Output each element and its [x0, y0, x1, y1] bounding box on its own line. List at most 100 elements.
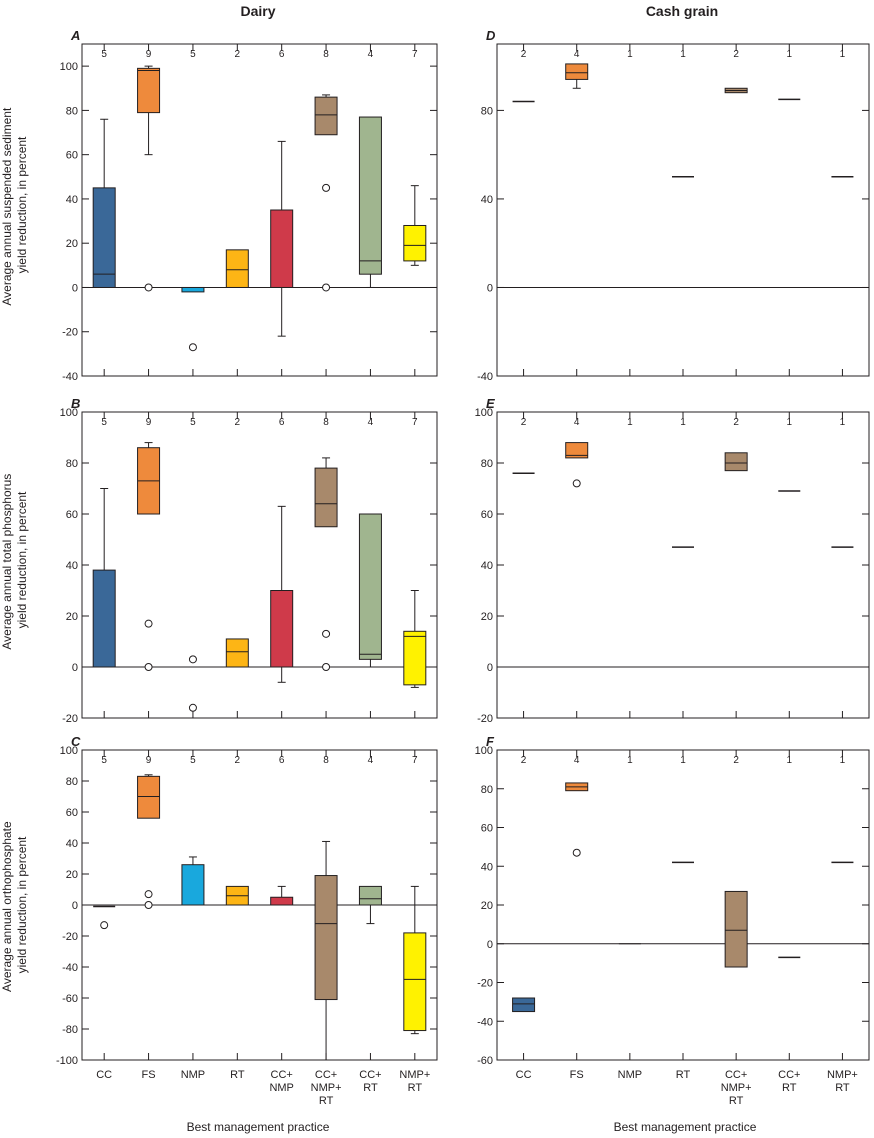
panel-a-count-nmp-rt: 7 — [412, 49, 418, 60]
panel-d-count-cc: 2 — [521, 49, 527, 60]
panel-c-xlabel-nmp-rt: RT — [408, 1082, 423, 1094]
y-axis-title-row3: Average annual orthophosphate yield redu… — [0, 818, 29, 992]
panel-c-xlabel-nmp: NMP — [181, 1069, 205, 1081]
panel-f-count-cc-rt: 1 — [787, 755, 793, 766]
panel-b-box-cc — [92, 569, 116, 668]
panel-b-outlier-nmp — [188, 655, 197, 664]
x-axis-title-left: Best management practice — [187, 1120, 330, 1134]
y-axis-title-row3-line1: Average annual orthophosphate — [0, 821, 14, 992]
panel-c-xlabel-fs: FS — [142, 1069, 156, 1081]
panel-c-box-cc-nmp — [270, 896, 294, 906]
panel-f-count-nmp: 1 — [627, 755, 633, 766]
panel-c-ytick-label: 40 — [66, 838, 78, 850]
panel-d-ytick-label: 80 — [481, 105, 493, 117]
panel-a-ytick-label: 20 — [66, 238, 78, 250]
panel-b-frame — [81, 411, 438, 719]
panel-d-count-rt: 1 — [680, 49, 686, 60]
panel-c-count-nmp-rt: 7 — [412, 755, 418, 766]
panel-b-outlier-cc-nmp-rt — [322, 663, 331, 671]
panel-c-ytick-label: 20 — [66, 869, 78, 881]
panel-b-count-fs: 9 — [146, 417, 152, 428]
panel-c-box-nmp — [181, 864, 205, 906]
panel-c-outlier-cc — [100, 921, 109, 930]
panel-f-count-nmp-rt: 1 — [840, 755, 846, 766]
panel-b-box-rt — [225, 638, 249, 668]
panel-c-xlabel-rt: RT — [230, 1069, 245, 1081]
panel-b-box-nmp-rt — [403, 630, 427, 686]
panel-d-count-fs: 4 — [574, 49, 580, 60]
panel-c-count-nmp: 5 — [190, 755, 196, 766]
panel-c-ytick-label: 100 — [60, 745, 78, 757]
panel-e-ytick-label: 100 — [475, 407, 493, 419]
panel-a-count-nmp: 5 — [190, 49, 196, 60]
panel-a-outlier-fs — [144, 283, 153, 292]
panel-f-frame — [496, 749, 870, 1061]
panel-b-ytick-label: -20 — [62, 713, 78, 725]
panel-f-count-cc: 2 — [521, 755, 527, 766]
panel-e-count-nmp-rt: 1 — [840, 417, 846, 428]
panel-a-outlier-cc-nmp-rt — [322, 183, 331, 192]
panel-c-count-rt: 2 — [235, 755, 241, 766]
panel-a-box-cc — [92, 187, 116, 288]
panel-c-xlabel-nmp-rt: NMP+ — [399, 1069, 430, 1081]
panel-f-ytick-label: 80 — [481, 784, 493, 796]
panel-d-box-fs — [565, 63, 589, 80]
panel-b-box-cc-nmp — [270, 590, 294, 668]
y-axis-title-row1: Average annual suspended sediment yield … — [0, 104, 29, 305]
panel-a-box-nmp — [181, 286, 205, 293]
panel-a-count-cc-nmp-rt: 8 — [323, 49, 329, 60]
panel-c-xlabel-cc-nmp: NMP — [269, 1082, 293, 1094]
panel-a-letter: A — [70, 28, 80, 43]
panel-b-outlier-nmp — [188, 703, 197, 712]
panel-b-count-cc: 5 — [101, 417, 107, 428]
panel-a-ytick-label: 40 — [66, 194, 78, 206]
panel-b-count-cc-nmp-rt: 8 — [323, 417, 329, 428]
panel-c-ytick-label: -40 — [62, 962, 78, 974]
panel-e-count-cc: 2 — [521, 417, 527, 428]
panel-e-ytick-label: 0 — [487, 662, 493, 674]
panel-f-count-fs: 4 — [574, 755, 580, 766]
x-axis-title-right: Best management practice — [614, 1120, 757, 1134]
panel-b-ytick-label: 60 — [66, 509, 78, 521]
panel-c-count-cc: 5 — [101, 755, 107, 766]
panel-f-count-cc-nmp-rt: 2 — [733, 755, 739, 766]
panel-a-count-cc-rt: 4 — [368, 49, 374, 60]
panel-c-xlabel-cc-nmp: CC+ — [271, 1069, 293, 1081]
panel-e-box-cc-nmp-rt — [724, 452, 748, 472]
panel-e-count-fs: 4 — [574, 417, 580, 428]
panel-d-count-nmp: 1 — [627, 49, 633, 60]
panel-a-box-rt — [225, 249, 249, 288]
panel-f-xlabel-cc-nmp-rt: CC+ — [725, 1069, 747, 1081]
panel-b-ytick-label: 0 — [72, 662, 78, 674]
panel-f-xlabel-fs: FS — [570, 1069, 584, 1081]
panel-f-ytick-label: 20 — [481, 900, 493, 912]
y-axis-title-row2-line2: yield reduction, in percent — [15, 491, 29, 628]
panel-e-count-rt: 1 — [680, 417, 686, 428]
panel-c-box-nmp-rt — [403, 932, 427, 1032]
panel-f-ytick-label: 60 — [481, 823, 493, 835]
panel-b-letter: B — [71, 396, 80, 411]
y-axis-title-row2-line1: Average annual total phosphorus — [0, 474, 14, 650]
panel-f-ytick-label: 100 — [475, 745, 493, 757]
panel-e-ytick-label: 60 — [481, 509, 493, 521]
panel-e-ytick-label: 40 — [481, 560, 493, 572]
panel-f-ytick-label: 0 — [487, 939, 493, 951]
panel-f-xlabel-cc-nmp-rt: NMP+ — [721, 1082, 752, 1094]
panel-e-letter: E — [486, 396, 495, 411]
panel-c-letter: C — [71, 734, 81, 749]
panel-e-ytick-label: 80 — [481, 458, 493, 470]
panel-b-box-cc-rt — [358, 513, 382, 660]
panel-d-frame — [496, 43, 870, 377]
panel-a-ytick-label: 0 — [72, 282, 78, 294]
panel-f-ytick-label: 40 — [481, 861, 493, 873]
panel-c-box-cc-rt — [358, 885, 382, 906]
panel-a-box-nmp-rt — [403, 224, 427, 262]
panel-c-xlabel-cc-nmp-rt: CC+ — [315, 1069, 337, 1081]
panel-c-ytick-label: -100 — [56, 1055, 78, 1067]
panel-f-xlabel-nmp-rt: NMP+ — [827, 1069, 858, 1081]
panel-a-box-fs — [137, 67, 161, 114]
panel-f-xlabel-rt: RT — [676, 1069, 691, 1081]
panel-a-outlier-nmp — [188, 343, 197, 352]
panel-a-box-cc-nmp — [270, 209, 294, 288]
y-axis-title-row1-line2: yield reduction, in percent — [15, 136, 29, 273]
